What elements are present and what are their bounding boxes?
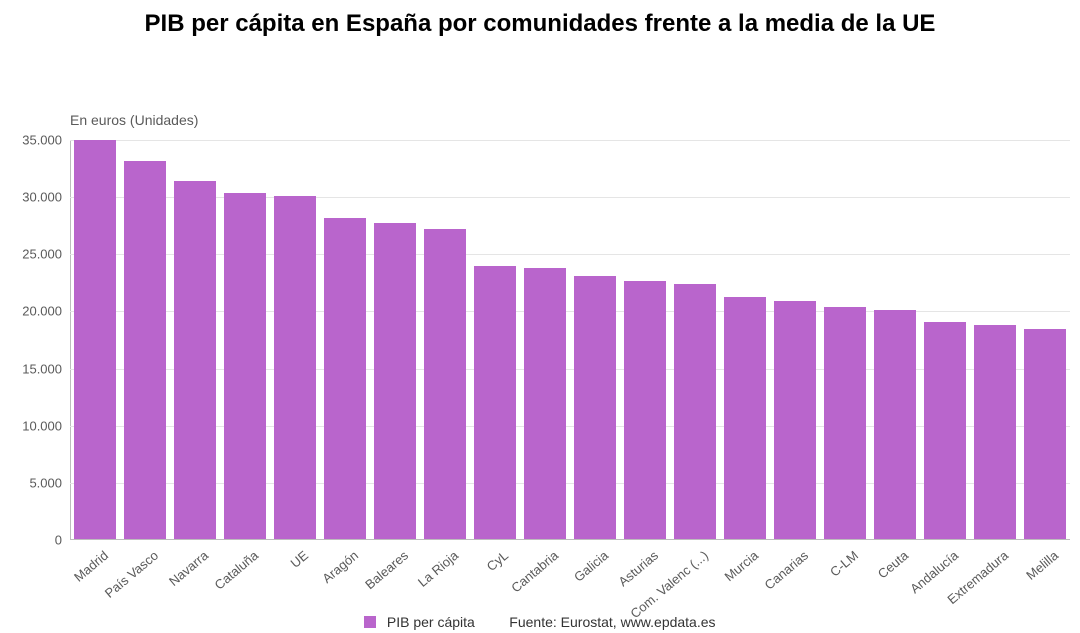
bar: [174, 181, 216, 540]
bar-slot: Extremadura: [970, 140, 1020, 540]
x-tick-label: Melilla: [1019, 543, 1061, 583]
bar: [374, 223, 416, 540]
bar-slot: Galicia: [570, 140, 620, 540]
bar-slot: Andalucía: [920, 140, 970, 540]
x-tick-label: Canarias: [758, 543, 811, 593]
bar-slot: Murcia: [720, 140, 770, 540]
bar-slot: CyL: [470, 140, 520, 540]
bars-layer: MadridPaís VascoNavarraCataluñaUEAragónB…: [70, 140, 1070, 540]
bar: [524, 268, 566, 540]
legend-label: PIB per cápita: [387, 614, 475, 630]
bar-slot: Melilla: [1020, 140, 1070, 540]
chart-title: PIB per cápita en España por comunidades…: [0, 0, 1080, 43]
plot-area: MadridPaís VascoNavarraCataluñaUEAragónB…: [70, 140, 1070, 540]
bar-slot: Com. Valenc (...): [670, 140, 720, 540]
x-tick-label: UE: [284, 543, 311, 571]
bar: [574, 276, 616, 540]
chart-container: PIB per cápita en España por comunidades…: [0, 0, 1080, 633]
bar: [724, 297, 766, 540]
bar-slot: Cataluña: [220, 140, 270, 540]
bar-slot: Aragón: [320, 140, 370, 540]
legend-source: Fuente: Eurostat, www.epdata.es: [509, 614, 715, 630]
y-tick-label: 0: [55, 533, 62, 548]
x-tick-label: CyL: [480, 543, 511, 574]
x-axis-line: [70, 539, 1070, 540]
x-tick-label: Baleares: [358, 543, 411, 592]
bar: [874, 310, 916, 540]
y-tick-label: 35.000: [22, 133, 62, 148]
legend-row: PIB per cápita Fuente: Eurostat, www.epd…: [0, 613, 1080, 631]
bar-slot: Cantabria: [520, 140, 570, 540]
x-tick-label: País Vasco: [98, 543, 161, 601]
bar: [1024, 329, 1066, 540]
bar-slot: País Vasco: [120, 140, 170, 540]
x-tick-label: La Rioja: [411, 543, 461, 590]
x-tick-label: Cataluña: [208, 543, 261, 593]
x-tick-label: Cantabria: [504, 543, 561, 595]
bar: [424, 229, 466, 540]
bar-slot: Navarra: [170, 140, 220, 540]
bar: [774, 301, 816, 540]
bar: [124, 161, 166, 540]
y-tick-label: 10.000: [22, 418, 62, 433]
y-tick-label: 20.000: [22, 304, 62, 319]
bar: [974, 325, 1016, 540]
bar: [224, 193, 266, 540]
bar: [624, 281, 666, 540]
legend-swatch: [364, 616, 376, 628]
bar-slot: C-LM: [820, 140, 870, 540]
bar-slot: Asturias: [620, 140, 670, 540]
bar: [274, 196, 316, 540]
y-tick-label: 30.000: [22, 190, 62, 205]
bar-slot: Ceuta: [870, 140, 920, 540]
x-tick-label: Navarra: [162, 543, 211, 589]
x-tick-label: Galicia: [567, 543, 611, 585]
y-tick-label: 5.000: [29, 475, 62, 490]
bar-slot: Canarias: [770, 140, 820, 540]
x-tick-label: Murcia: [718, 543, 761, 584]
bar: [924, 322, 966, 540]
bar-slot: Madrid: [70, 140, 120, 540]
y-tick-label: 15.000: [22, 361, 62, 376]
x-tick-label: Aragón: [315, 543, 361, 586]
bar: [824, 307, 866, 540]
bar-slot: UE: [270, 140, 320, 540]
x-tick-label: C-LM: [823, 543, 861, 580]
bar: [324, 218, 366, 540]
bar-slot: La Rioja: [420, 140, 470, 540]
chart-subtitle: En euros (Unidades): [70, 112, 198, 128]
bar: [74, 140, 116, 540]
y-tick-label: 25.000: [22, 247, 62, 262]
bar: [674, 284, 716, 540]
bar-slot: Baleares: [370, 140, 420, 540]
x-tick-label: Ceuta: [871, 543, 911, 581]
bar: [474, 266, 516, 540]
